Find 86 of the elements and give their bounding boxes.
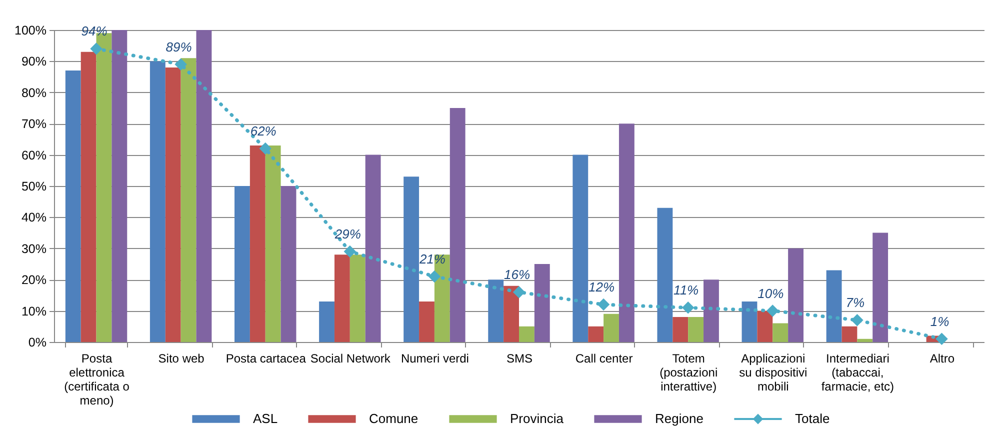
bar <box>165 67 181 342</box>
x-tick-label: Sito web <box>158 352 205 366</box>
point <box>766 304 779 317</box>
legend-label: Totale <box>795 411 830 426</box>
bar <box>319 301 334 342</box>
bar <box>572 154 588 342</box>
point <box>936 332 948 346</box>
bar <box>534 264 550 342</box>
bar <box>857 338 873 342</box>
point <box>428 270 441 283</box>
bar <box>688 317 704 342</box>
bar <box>504 286 519 342</box>
bar <box>788 248 804 342</box>
bar <box>772 323 788 342</box>
data-label: 62% <box>250 124 276 139</box>
x-tick-label: SMS <box>506 352 533 366</box>
data-label: 10% <box>758 286 784 301</box>
y-tick-label: 70% <box>21 117 46 132</box>
bar <box>450 108 466 342</box>
bar <box>826 270 842 342</box>
bar <box>150 61 166 342</box>
data-label: 12% <box>588 280 615 295</box>
data-label: 1% <box>930 314 950 329</box>
y-tick-label: 60% <box>21 148 46 162</box>
point <box>259 142 272 155</box>
y-tick-label: 40% <box>21 210 46 225</box>
bar <box>657 208 673 342</box>
x-tick-label: Applicazioni su dispositivi mobili <box>739 352 808 394</box>
point <box>682 302 694 314</box>
bar <box>757 310 773 342</box>
bar <box>588 326 604 342</box>
bar <box>365 154 381 342</box>
x-tick-label: Social Network <box>310 352 392 366</box>
y-tick-label: 10% <box>21 304 46 318</box>
bar <box>196 30 212 342</box>
data-label: 89% <box>166 39 192 54</box>
point <box>597 298 610 311</box>
legend-label: ASL <box>253 411 278 426</box>
x-tick-label: Intermediari (tabaccai, farmacie, etc) <box>821 352 894 394</box>
bar <box>672 317 688 342</box>
bar <box>872 232 888 342</box>
y-tick-label: 100% <box>14 24 46 38</box>
y-tick-label: 50% <box>21 180 46 194</box>
y-tick-label: 30% <box>21 242 46 256</box>
bar <box>280 186 296 342</box>
point <box>512 286 526 298</box>
data-label: 7% <box>846 295 865 310</box>
y-tick-label: 80% <box>21 86 46 100</box>
bar <box>519 326 534 342</box>
bar <box>704 280 719 342</box>
bar <box>404 176 420 342</box>
bar <box>265 145 281 342</box>
bar <box>80 52 96 342</box>
bar <box>419 301 434 342</box>
point <box>851 314 864 326</box>
data-label: 16% <box>504 267 530 282</box>
x-tick-label: Numeri verdi <box>400 352 469 366</box>
bar <box>334 254 350 342</box>
bar <box>604 314 619 342</box>
bar <box>65 70 81 342</box>
legend-label: Provincia <box>510 411 564 426</box>
data-label: 94% <box>81 24 108 39</box>
bar <box>112 30 128 342</box>
x-tick-label: Posta elettronica (certificata o meno) <box>64 352 130 408</box>
legend-label: Regione <box>655 411 704 426</box>
data-label: 11% <box>674 282 699 298</box>
y-tick-label: 0% <box>28 336 46 350</box>
bar <box>350 254 366 342</box>
x-tick-label: Posta cartacea <box>226 352 306 366</box>
x-tick-label: Totem (postazioni interattive) <box>660 352 718 394</box>
x-tick-label: Call center <box>575 352 633 366</box>
bar <box>250 145 266 342</box>
data-label: 29% <box>334 226 361 242</box>
bar <box>842 326 858 342</box>
y-tick-label: 20% <box>21 273 46 288</box>
x-tick-label: Altro <box>930 352 955 366</box>
legend-label: Comune <box>369 411 418 426</box>
point <box>344 245 356 258</box>
bar <box>742 301 758 342</box>
bar <box>618 124 634 342</box>
point <box>174 58 187 70</box>
bar <box>180 58 196 342</box>
bar <box>488 280 504 342</box>
y-tick-label: 90% <box>21 54 46 69</box>
bar <box>234 186 250 342</box>
point <box>90 42 102 55</box>
